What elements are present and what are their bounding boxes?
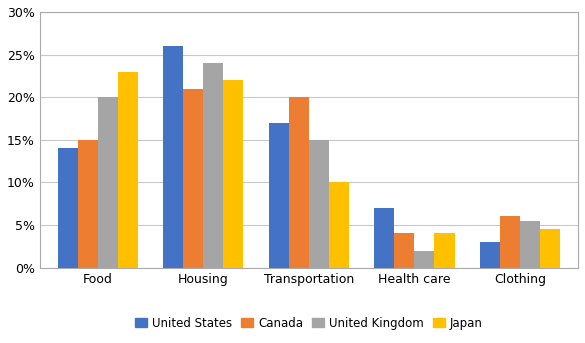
Bar — [540, 229, 560, 268]
Bar — [269, 123, 289, 268]
Bar — [78, 140, 98, 268]
Legend: United States, Canada, United Kingdom, Japan: United States, Canada, United Kingdom, J… — [130, 312, 487, 334]
Bar — [58, 148, 78, 268]
Bar — [118, 72, 138, 268]
Bar — [374, 208, 394, 268]
Bar — [289, 97, 309, 268]
Bar — [394, 234, 414, 268]
Bar — [163, 46, 183, 268]
Bar — [98, 97, 118, 268]
Bar — [183, 88, 204, 268]
Bar — [435, 234, 455, 268]
Bar — [309, 140, 329, 268]
Bar — [329, 182, 349, 268]
Bar — [204, 63, 223, 268]
Bar — [414, 250, 435, 268]
Bar — [223, 80, 243, 268]
Bar — [520, 221, 540, 268]
Bar — [500, 216, 520, 268]
Bar — [480, 242, 500, 268]
